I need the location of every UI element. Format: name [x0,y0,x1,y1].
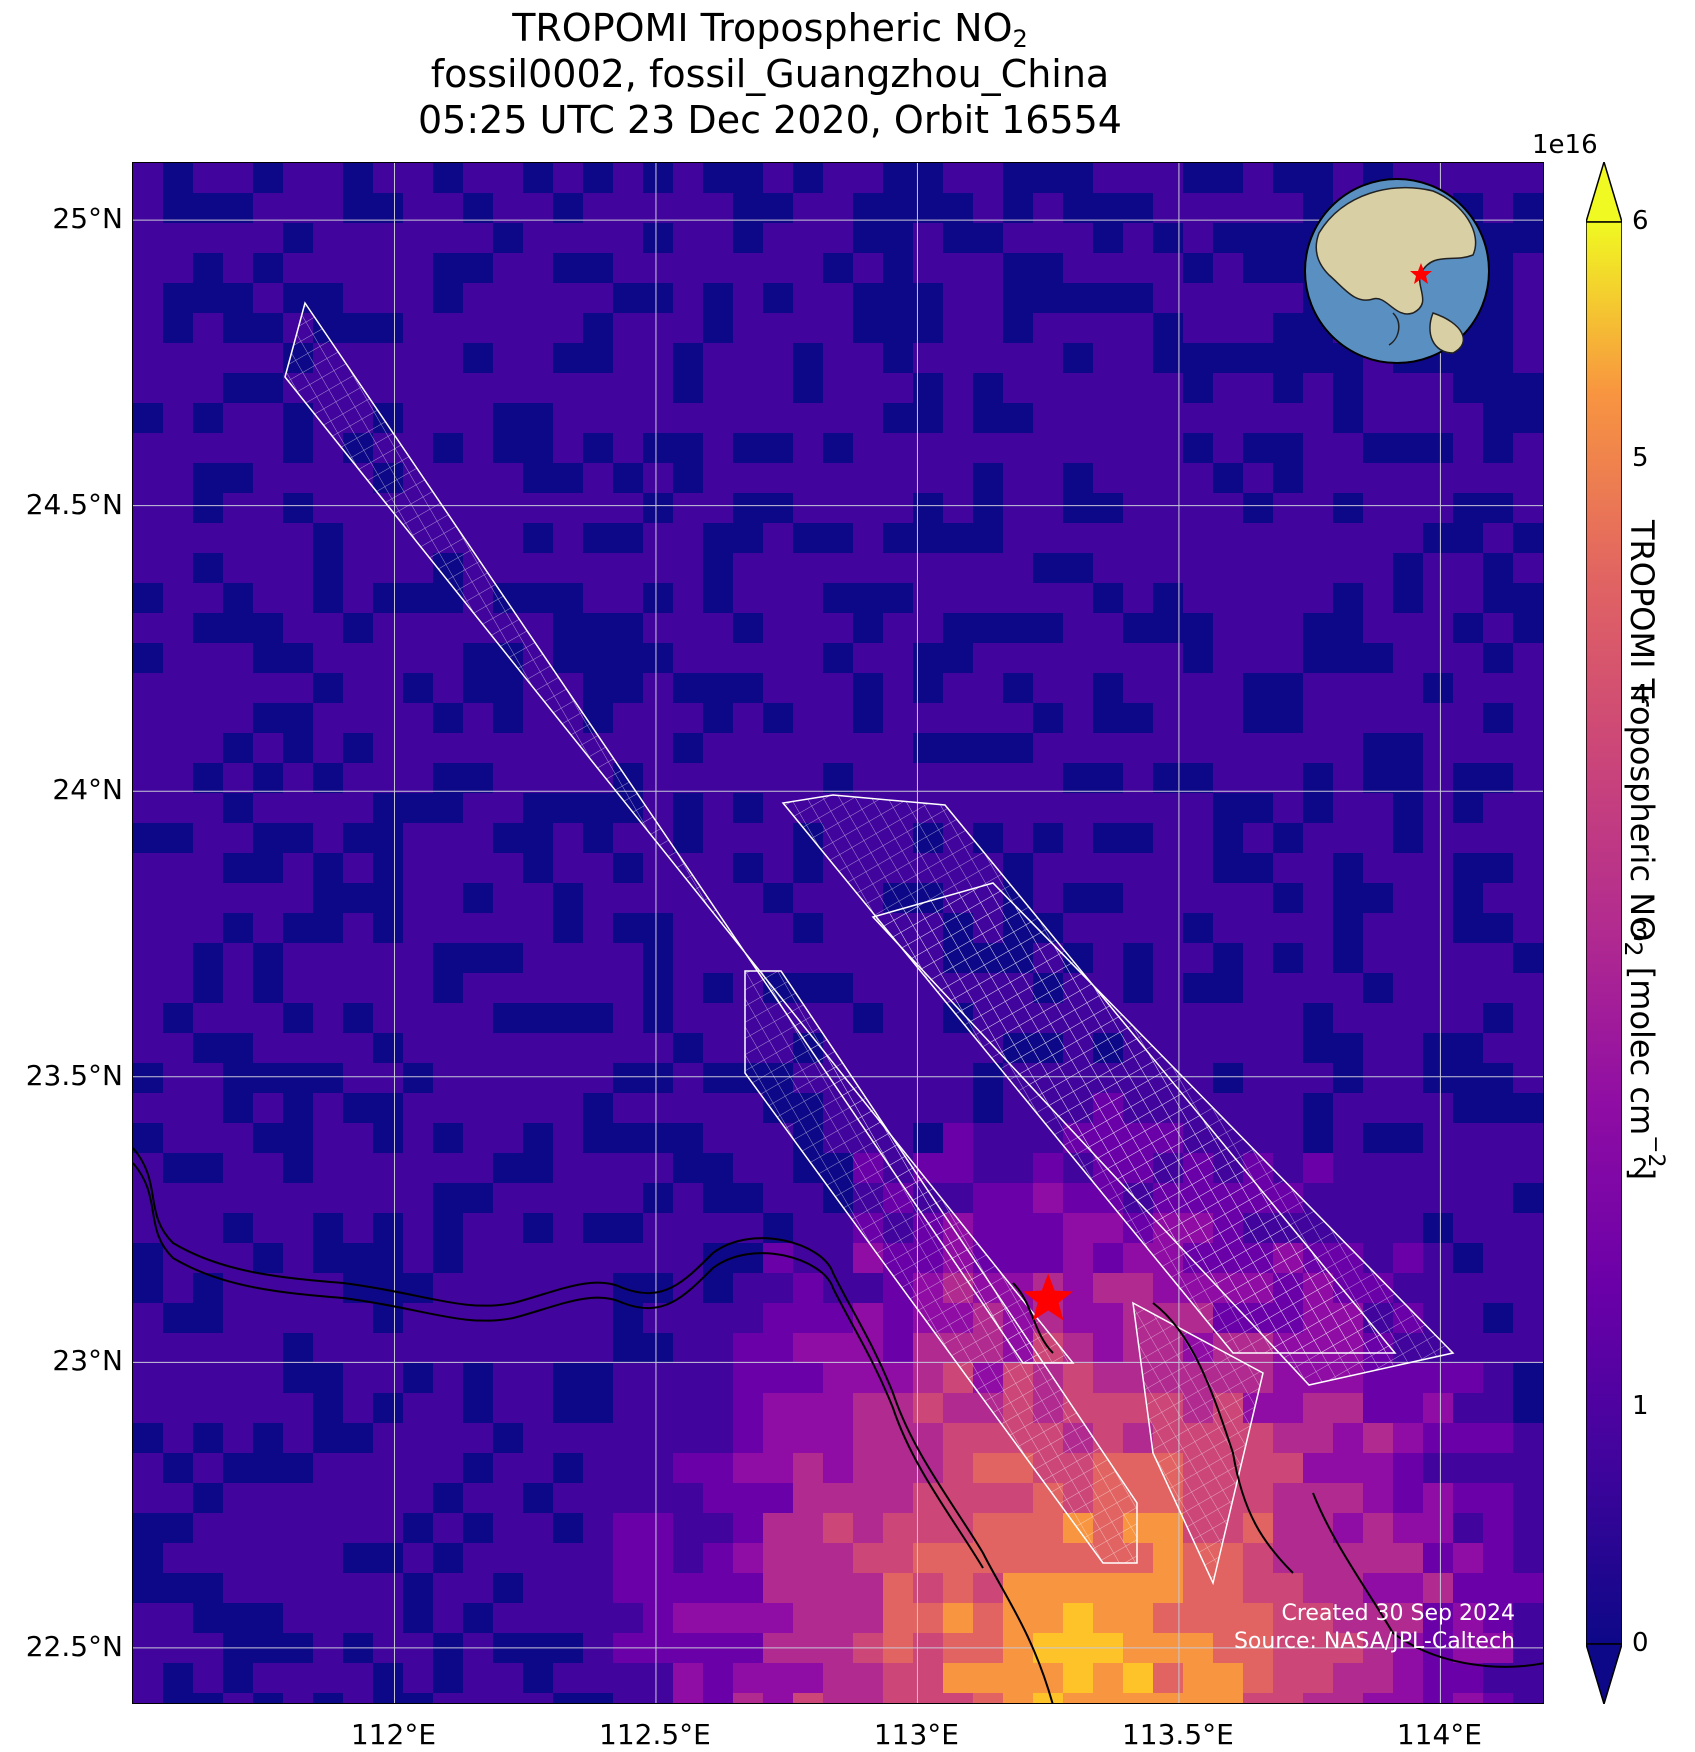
colorbar-tick-label: 0 [1632,1628,1649,1658]
lat-tick-label: 25°N [52,202,123,236]
footprint-swath-3 [871,882,1455,1386]
lon-tick-label: 113°E [873,1718,960,1751]
map-title-line2: fossil0002, fossil_Guangzhou_China [430,52,1110,96]
colorbar-exponent: 1e16 [1532,130,1598,160]
lat-tick-label: 23.5°N [25,1058,123,1092]
target-star-icon [1023,1273,1073,1321]
credit-source: Source: NASA/JPL-Caltech [1233,1629,1515,1654]
coastlines-and-rivers [133,1147,1543,1703]
colorbar-tick-label: 6 [1632,206,1649,236]
map-canvas [133,163,1543,1703]
colorbar-tick-label: 3 [1632,917,1649,947]
colorbar-gradient [1586,221,1622,1645]
footprint-swath-5 [1132,1301,1264,1586]
lon-tick-label: 112.5°E [599,1718,711,1751]
lon-tick-label: 113.5°E [1121,1718,1234,1751]
inset-globe-icon [1304,178,1490,364]
credit-created: Created 30 Sep 2024 [1281,1601,1516,1626]
map-title-line1: TROPOMI Tropospheric NO2 [512,6,1028,53]
map-title-line3: 05:25 UTC 23 Dec 2020, Orbit 16554 [418,98,1122,142]
lat-tick-label: 24°N [52,773,123,807]
colorbar-title: TROPOMI Tropospheric NO2 [molec cm−2] [1619,520,1668,1181]
colorbar-tick-label: 5 [1632,443,1649,473]
colorbar-tick-label: 1 [1632,1391,1649,1421]
colorbar-tick-label: 4 [1632,680,1649,710]
colorbar-tick-label: 2 [1632,1154,1649,1184]
lon-tick-label: 114°E [1396,1718,1482,1751]
colorbar-extend-max [1586,162,1622,223]
sounding-footprints [284,301,1455,1586]
no2-map-panel [132,162,1544,1704]
colorbar-extend-min [1586,1643,1622,1704]
footprint-swath-4 [744,970,1138,1564]
lat-tick-label: 23°N [52,1344,123,1378]
lon-tick-label: 112°E [350,1718,437,1751]
credit-text: Created 30 Sep 2024 Source: NASA/JPL-Cal… [1234,1600,1515,1656]
colorbar [1586,162,1622,1704]
lat-tick-label: 24.5°N [25,487,123,521]
lat-tick-label: 22.5°N [25,1629,123,1663]
